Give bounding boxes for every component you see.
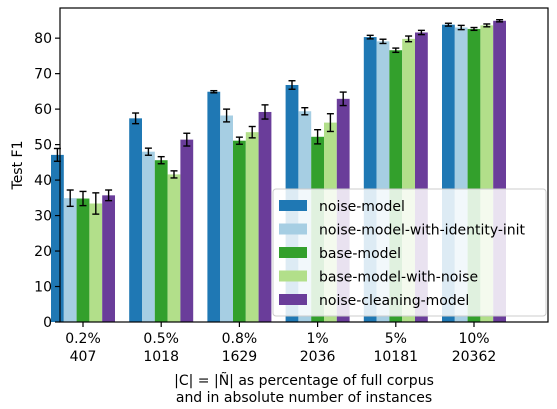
bar-noise-model-0.5% xyxy=(129,118,142,322)
error-bar-noise-cleaning-model-0.5% xyxy=(183,132,191,147)
error-bar-noise-model-0.8% xyxy=(210,89,218,94)
y-tick-label: 60 xyxy=(34,102,52,118)
error-bar-base-model-0.5% xyxy=(157,155,165,165)
error-bar-base-model-5% xyxy=(392,47,400,54)
y-tick-label: 40 xyxy=(34,173,52,189)
bar-base-model-with-noise-0.2% xyxy=(89,203,103,322)
error-bar-noise-cleaning-model-0.8% xyxy=(261,104,269,120)
bar-noise-cleaning-model-0.5% xyxy=(180,139,194,322)
legend-swatch-noise-cleaning-model xyxy=(279,294,307,305)
y-tick-label: 70 xyxy=(34,67,52,83)
y-tick-label: 20 xyxy=(34,244,52,260)
error-bar-noise-cleaning-model-1% xyxy=(339,91,347,107)
error-bar-base-model-with-noise-5% xyxy=(405,35,413,43)
error-bar-noise-model-with-identity-init-0.5% xyxy=(144,147,152,156)
y-axis-title: Test F1 xyxy=(10,141,26,191)
axes-group: 0 10 20 30 40 50 60 70 80 0.2% 407 0.5% 1018 0.8% 1629… xyxy=(10,7,549,406)
legend-swatch-base-model xyxy=(279,247,307,258)
error-bar-noise-model-with-identity-init-10% xyxy=(457,24,465,31)
error-bar-noise-model-with-identity-init-0.2% xyxy=(66,189,74,208)
bar-base-model-with-noise-0.5% xyxy=(167,174,181,322)
x-axis-title-line1: |C| = |Ñ| as percentage of full corpus xyxy=(174,372,434,389)
error-bar-noise-model-10% xyxy=(444,22,452,27)
error-bar-base-model-with-noise-10% xyxy=(483,23,491,28)
bar-noise-model-with-identity-init-0.8% xyxy=(220,115,233,322)
error-bar-noise-cleaning-model-0.2% xyxy=(105,189,113,202)
x-tick-label-percentage: 0.5% xyxy=(143,331,179,347)
error-bar-base-model-0.8% xyxy=(235,136,243,145)
error-bar-base-model-with-noise-0.5% xyxy=(170,170,178,179)
x-tick-label-count: 20362 xyxy=(452,349,497,365)
error-bar-noise-model-with-identity-init-5% xyxy=(379,38,387,45)
legend-swatch-noise-model xyxy=(279,200,307,211)
legend: noise-model noise-model-with-identity-ini… xyxy=(272,188,547,317)
plot-frame xyxy=(59,7,549,323)
bar-noise-model-with-identity-init-0.2% xyxy=(63,198,77,322)
legend-label-base-model-with-noise: base-model-with-noise xyxy=(319,270,478,286)
bar-base-model-0.2% xyxy=(76,198,90,322)
legend-label-noise-model: noise-model xyxy=(319,199,405,215)
legend-label-noise-model-with-identity-init: noise-model-with-identity-init xyxy=(319,223,526,239)
error-bar-base-model-with-noise-1% xyxy=(326,113,334,133)
x-tick-label-percentage: 0.8% xyxy=(222,331,258,347)
x-tick-label-count: 407 xyxy=(70,349,97,365)
legend-box xyxy=(272,188,547,317)
legend-swatch-noise-model-with-identity-init xyxy=(279,223,307,235)
bar-base-model-0.8% xyxy=(233,140,246,322)
error-bar-base-model-10% xyxy=(470,26,478,32)
x-tick-label-percentage: 10% xyxy=(458,331,489,347)
error-bars-group xyxy=(53,19,504,215)
x-tick-label-count: 1629 xyxy=(222,349,258,365)
error-bar-base-model-with-noise-0.8% xyxy=(248,125,256,139)
error-bar-noise-cleaning-model-5% xyxy=(417,29,425,36)
error-bar-base-model-0.2% xyxy=(79,190,87,207)
x-tick-label-percentage: 5% xyxy=(385,331,407,347)
error-bar-noise-model-1% xyxy=(288,80,296,90)
legend-label-noise-cleaning-model: noise-cleaning-model xyxy=(319,293,469,309)
y-tick-label: 0 xyxy=(43,315,52,331)
bar-base-model-0.5% xyxy=(154,160,168,322)
x-tick-label-percentage: 1% xyxy=(306,331,328,347)
bar-base-model-with-noise-0.8% xyxy=(245,132,259,322)
y-tick-label: 80 xyxy=(34,31,52,47)
bar-noise-model-with-identity-init-0.5% xyxy=(142,151,155,322)
x-tick-label-count: 2036 xyxy=(300,349,336,365)
error-bar-noise-model-with-identity-init-0.8% xyxy=(223,108,231,123)
error-bar-noise-model-with-identity-init-1% xyxy=(301,106,309,116)
x-tick-label-count: 1018 xyxy=(143,349,179,365)
error-bar-noise-model-0.5% xyxy=(132,112,140,125)
y-tick-label: 30 xyxy=(34,209,52,225)
x-tick-label-count: 10181 xyxy=(374,349,419,365)
legend-swatch-base-model-with-noise xyxy=(279,270,307,282)
bar-noise-cleaning-model-0.2% xyxy=(102,195,115,322)
y-tick-label: 50 xyxy=(34,138,52,154)
error-bar-base-model-with-noise-0.2% xyxy=(92,192,100,215)
y-tick-label: 10 xyxy=(34,280,52,296)
error-bar-noise-model-5% xyxy=(366,34,374,40)
x-tick-label-percentage: 0.2% xyxy=(65,331,101,347)
legend-label-base-model: base-model xyxy=(319,246,401,262)
bar-noise-model-0.8% xyxy=(207,91,221,322)
error-bar-noise-cleaning-model-10% xyxy=(496,19,504,23)
error-bar-base-model-1% xyxy=(314,128,322,145)
bar-noise-cleaning-model-0.8% xyxy=(258,111,272,323)
x-axis-title-line2: and in absolute number of instances xyxy=(176,390,432,406)
